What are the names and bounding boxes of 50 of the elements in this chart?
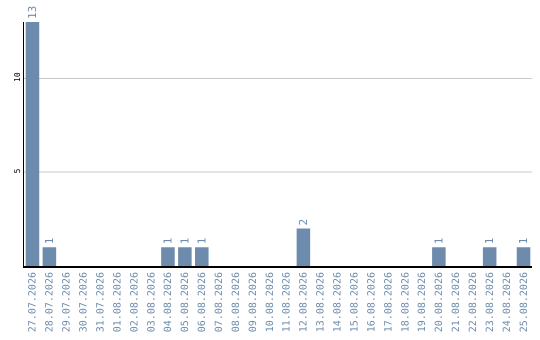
bar xyxy=(161,247,175,266)
bar xyxy=(482,247,496,266)
x-tick-label: 15.08.2026 xyxy=(349,272,360,332)
x-tick-label: 24.08.2026 xyxy=(502,272,513,332)
x-tick-label: 18.08.2026 xyxy=(400,272,412,332)
x-tick-label: 01.08.2026 xyxy=(112,272,124,332)
x-tick-label: 07.08.2026 xyxy=(214,272,225,332)
x-tick-label: 30.07.2026 xyxy=(78,272,90,332)
bar xyxy=(26,22,40,266)
x-tick-label: 11.08.2026 xyxy=(282,272,293,332)
x-tick-label: 13.08.2026 xyxy=(316,272,327,332)
bar xyxy=(195,247,209,266)
x-tick-label: 20.08.2026 xyxy=(434,272,446,332)
x-tick-label: 04.08.2026 xyxy=(163,272,174,332)
data-label: 13 xyxy=(26,6,39,19)
x-tick-label: 19.08.2026 xyxy=(417,272,428,332)
data-label: 2 xyxy=(296,218,310,226)
data-label: 1 xyxy=(483,238,496,244)
x-tick-label: 29.07.2026 xyxy=(62,272,73,332)
x-tick-label: 02.08.2026 xyxy=(129,272,140,332)
bar xyxy=(516,247,530,266)
x-tick-label: 14.08.2026 xyxy=(332,272,344,332)
data-label: 1 xyxy=(42,238,56,244)
bar xyxy=(296,228,310,266)
x-tick-label: 03.08.2026 xyxy=(146,272,158,332)
x-tick-label: 28.07.2026 xyxy=(44,272,56,332)
data-label: 1 xyxy=(178,238,192,244)
data-label: 1 xyxy=(432,238,446,244)
x-tick-label: 05.08.2026 xyxy=(180,272,192,332)
x-tick-label: 25.08.2026 xyxy=(518,272,530,332)
x-tick-label: 08.08.2026 xyxy=(230,272,242,332)
bar xyxy=(178,247,192,266)
x-tick-label: 21.08.2026 xyxy=(451,272,462,332)
bar xyxy=(432,247,446,266)
x-tick-label: 16.08.2026 xyxy=(366,272,378,332)
x-tick-label: 09.08.2026 xyxy=(248,272,259,332)
x-tick-label: 12.08.2026 xyxy=(298,272,310,332)
x-tick-label: 10.08.2026 xyxy=(264,272,276,332)
data-label: 1 xyxy=(517,238,530,244)
x-tick-label: 22.08.2026 xyxy=(468,272,479,332)
y-tick-label: 10 xyxy=(12,72,22,82)
x-tick-label: 06.08.2026 xyxy=(197,272,208,332)
data-label: 1 xyxy=(161,238,174,244)
x-tick-label: 17.08.2026 xyxy=(383,272,394,332)
y-tick-label: 5 xyxy=(12,168,22,174)
data-label: 1 xyxy=(195,238,208,244)
x-tick-label: 23.08.2026 xyxy=(484,272,496,332)
x-tick-label: 27.07.2026 xyxy=(28,272,39,332)
x-tick-label: 31.07.2026 xyxy=(95,272,106,332)
bar xyxy=(42,247,56,266)
